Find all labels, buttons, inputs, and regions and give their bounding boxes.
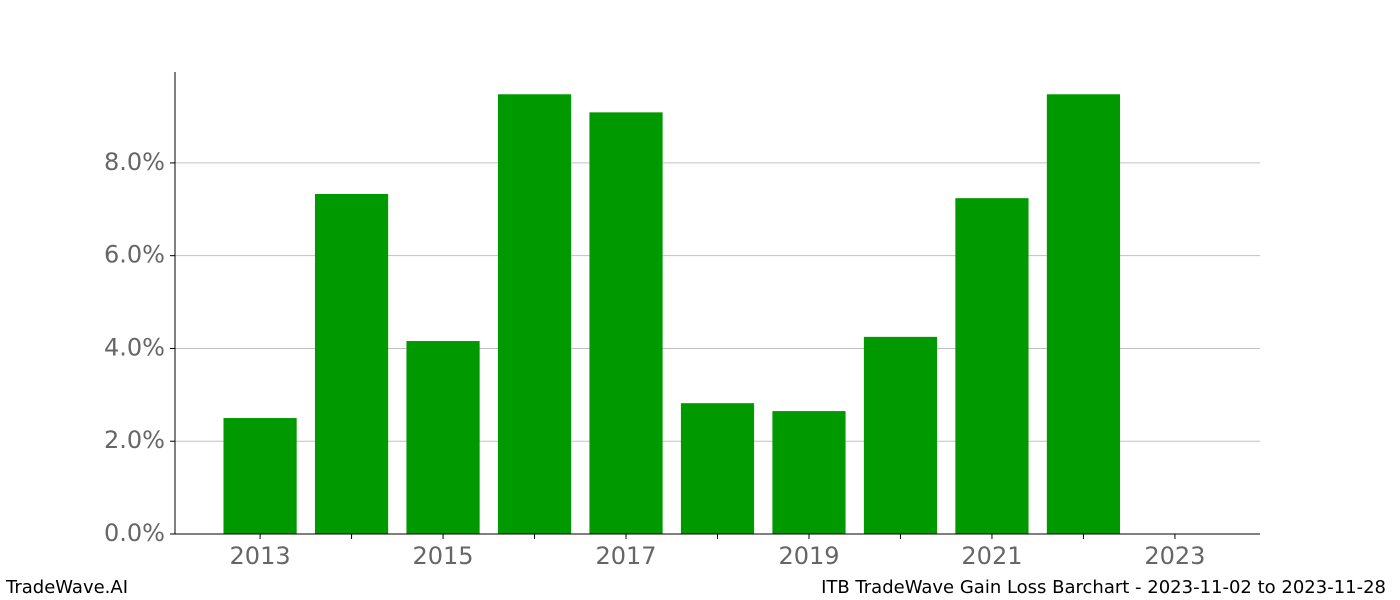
y-tick-label: 8.0%	[104, 148, 165, 176]
bar	[589, 112, 663, 535]
footer-right: ITB TradeWave Gain Loss Barchart - 2023-…	[821, 577, 1386, 598]
bar	[223, 418, 297, 534]
x-tick-label: 2023	[1144, 542, 1205, 570]
x-tick-label: 2013	[230, 542, 291, 570]
bar	[955, 198, 1029, 534]
bar	[314, 193, 389, 535]
bar	[772, 411, 846, 534]
y-tick-label: 2.0%	[104, 426, 165, 454]
x-tick-label: 2019	[778, 542, 839, 570]
footer-left: TradeWave.AI	[5, 577, 128, 598]
y-tick-label: 0.0%	[104, 519, 165, 547]
bar	[863, 336, 938, 534]
x-tick-label: 2021	[961, 542, 1022, 570]
bar	[406, 341, 480, 534]
bar	[1046, 94, 1121, 534]
x-tick-label: 2015	[413, 542, 474, 570]
y-tick-label: 4.0%	[104, 333, 165, 361]
x-tick-label: 2017	[595, 542, 656, 570]
bar	[680, 403, 755, 534]
y-tick-label: 6.0%	[104, 241, 165, 269]
bar	[497, 94, 572, 534]
